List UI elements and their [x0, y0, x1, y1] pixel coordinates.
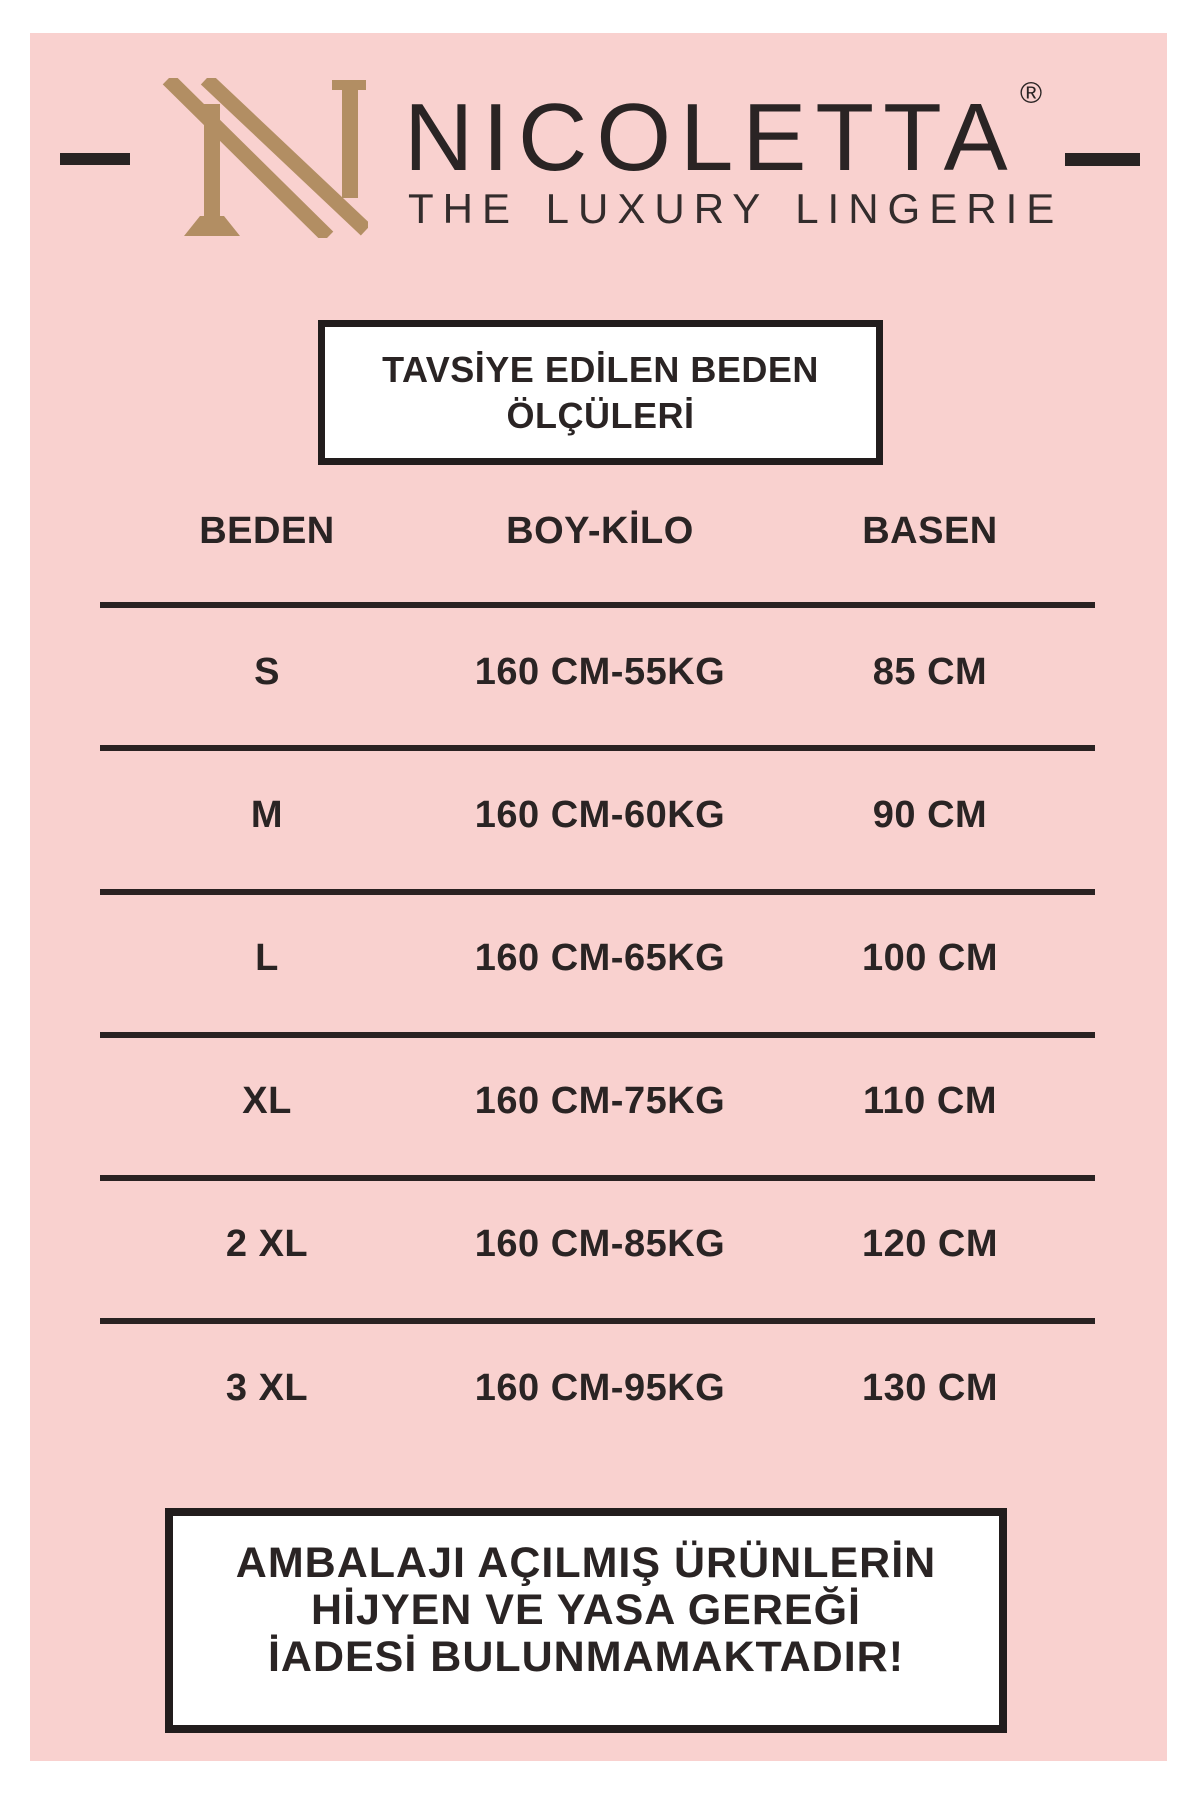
registered-trademark-symbol: ®	[1020, 77, 1043, 110]
cell-basen: 130 CM	[861, 1367, 999, 1409]
table-row: XL 160 CM-75KG 110 CM	[30, 1077, 1167, 1125]
table-divider	[100, 1032, 1095, 1038]
n-monogram-icon	[162, 78, 368, 238]
dash-decoration-left	[60, 153, 130, 165]
cell-boy-kilo: 160 CM-65KG	[474, 937, 726, 979]
cell-boy-kilo: 160 CM-95KG	[474, 1367, 726, 1409]
notice-line-1: AMBALAJI AÇILMIŞ ÜRÜNLERİN	[235, 1539, 937, 1587]
brand-tagline: THE LUXURY LINGERIE	[408, 185, 1064, 232]
notice-line-2: HİJYEN VE YASA GEREĞİ	[311, 1586, 861, 1634]
title-line-2: ÖLÇÜLERİ	[506, 395, 695, 436]
hygiene-notice-box: AMBALAJI AÇILMIŞ ÜRÜNLERİN HİJYEN VE YAS…	[165, 1508, 1007, 1733]
title-line-1: TAVSİYE EDİLEN BEDEN	[382, 349, 819, 390]
cell-basen: 85 CM	[872, 651, 988, 693]
table-row: S 160 CM-55KG 85 CM	[30, 648, 1167, 696]
table-row: 2 XL 160 CM-85KG 120 CM	[30, 1220, 1167, 1268]
table-divider	[100, 889, 1095, 895]
header-basen: BASEN	[862, 510, 998, 552]
cell-boy-kilo: 160 CM-85KG	[474, 1223, 726, 1265]
table-row: 3 XL 160 CM-95KG 130 CM	[30, 1364, 1167, 1412]
table-header-row: BEDEN BOY-KİLO BASEN	[30, 507, 1167, 555]
table-divider	[100, 1175, 1095, 1181]
pink-panel: NICOLETTA ® THE LUXURY LINGERIE TAVSİYE …	[30, 33, 1167, 1761]
cell-size: XL	[242, 1080, 292, 1122]
notice-line-3: İADESİ BULUNMAMAKTADIR!	[267, 1633, 905, 1681]
header-beden: BEDEN	[199, 510, 335, 552]
cell-boy-kilo: 160 CM-60KG	[474, 794, 726, 836]
dash-decoration-right	[1065, 153, 1140, 166]
cell-size: 2 XL	[225, 1223, 309, 1265]
brand-name: NICOLETTA	[404, 84, 1017, 191]
cell-size: S	[254, 651, 280, 693]
cell-size: L	[255, 937, 279, 979]
table-row: M 160 CM-60KG 90 CM	[30, 791, 1167, 839]
cell-size: 3 XL	[225, 1367, 309, 1409]
cell-size: M	[250, 794, 284, 836]
table-divider	[100, 1318, 1095, 1324]
cell-boy-kilo: 160 CM-75KG	[474, 1080, 726, 1122]
cell-boy-kilo: 160 CM-55KG	[474, 651, 726, 693]
cell-basen: 90 CM	[872, 794, 988, 836]
header-boy-kilo: BOY-KİLO	[506, 510, 694, 552]
cell-basen: 120 CM	[861, 1223, 999, 1265]
table-divider	[100, 745, 1095, 751]
size-chart-title-box: TAVSİYE EDİLEN BEDEN ÖLÇÜLERİ	[318, 320, 883, 465]
table-row: L 160 CM-65KG 100 CM	[30, 934, 1167, 982]
table-divider	[100, 602, 1095, 608]
cell-basen: 100 CM	[861, 937, 999, 979]
cell-basen: 110 CM	[863, 1080, 997, 1122]
